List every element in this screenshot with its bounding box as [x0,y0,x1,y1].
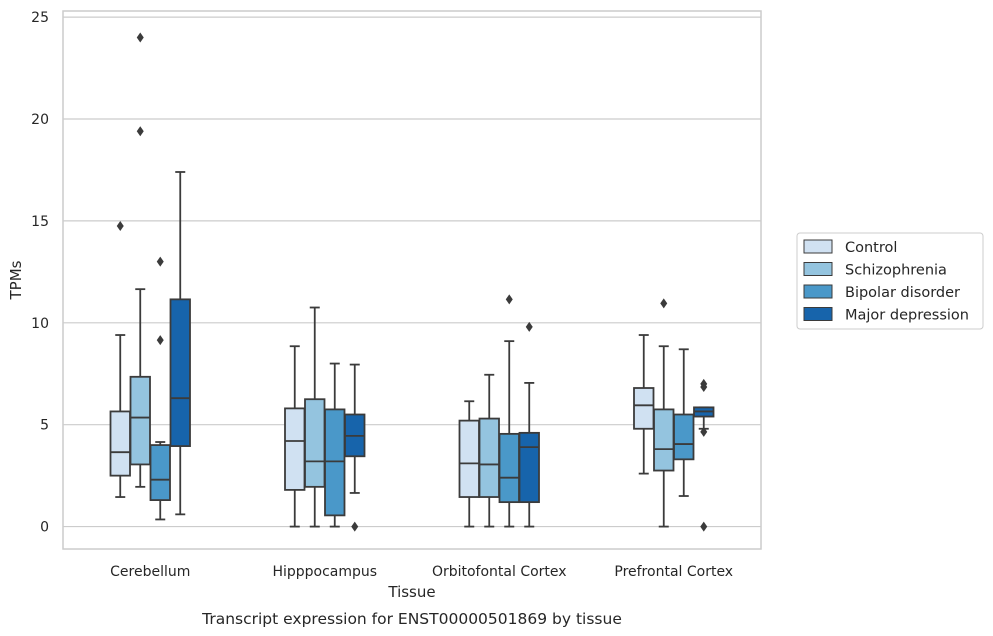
box-major-depression [693,378,715,532]
box-major-depression [518,321,540,528]
x-tick-label: Cerebellum [110,564,190,580]
iqr-box [478,417,500,498]
outlier-point [700,426,708,437]
box-schizophrenia [129,32,151,488]
iqr-box [518,431,540,504]
box-control [109,220,131,498]
chart-caption: Transcript expression for ENST0000050186… [201,610,622,628]
x-tick-label: Hipppocampus [272,564,377,580]
legend-swatch [803,262,833,276]
iqr-box [169,298,191,447]
legend-label: Major depression [845,308,969,324]
iqr-box [498,432,520,504]
legend-label: Schizophrenia [845,263,947,279]
box-schizophrenia [478,373,500,528]
box-major-depression [344,363,366,532]
x-tick-label: Orbitofontal Cortex [432,564,567,580]
box-bipolar-disorder [324,362,346,528]
box-bipolar-disorder [149,256,171,521]
iqr-box [673,413,695,461]
x-tick-label: Prefrontal Cortex [614,564,733,580]
iqr-box [633,387,655,430]
legend-label: Control [845,240,897,256]
iqr-box [458,419,480,498]
iqr-box [304,398,326,488]
legend-swatch [803,239,833,254]
x-tick-labels: Cerebellum Hipppocampus Orbitofontal Corte… [110,564,733,580]
iqr-box [324,408,346,517]
legend: Control Schizophrenia Bipolar disorder Majo… [796,232,984,330]
outlier-point [351,521,359,532]
legend-swatch [803,307,833,321]
y-tick-label: 15 [31,214,49,230]
iqr-box [284,407,306,491]
outlier-point [136,126,144,137]
y-tick-label: 25 [31,10,49,26]
outlier-point [505,294,513,305]
y-tick-label: 0 [40,520,49,536]
iqr-box [149,444,171,501]
x-axis-title: Tissue [387,583,435,601]
box-schizophrenia [304,306,326,528]
legend-frame [796,232,984,330]
outlier-point [156,335,164,346]
box-schizophrenia [653,298,675,528]
outlier-point [660,298,668,309]
y-tick-labels: 0 5 10 15 20 25 [31,10,49,535]
outlier-point [700,378,708,389]
legend-label: Bipolar disorder [845,285,960,301]
y-tick-label: 20 [31,112,49,128]
box-groups [109,32,715,532]
y-tick-label: 5 [40,418,49,434]
iqr-box [109,410,131,477]
outlier-point [136,32,144,43]
legend-swatch [803,284,833,299]
y-axis-title: TPMs [7,260,25,300]
iqr-box [653,408,675,472]
box-major-depression [169,171,191,516]
box-control [633,334,655,475]
outlier-point [525,321,533,332]
outlier-point [156,256,164,267]
box-bipolar-disorder [673,348,695,497]
iqr-box [129,375,151,466]
outlier-point [700,521,708,532]
box-control [284,345,306,528]
y-tick-label: 10 [31,316,49,332]
box-bipolar-disorder [498,294,520,528]
plot-frame [62,10,762,550]
outlier-point [116,220,124,231]
box-control [458,400,480,528]
